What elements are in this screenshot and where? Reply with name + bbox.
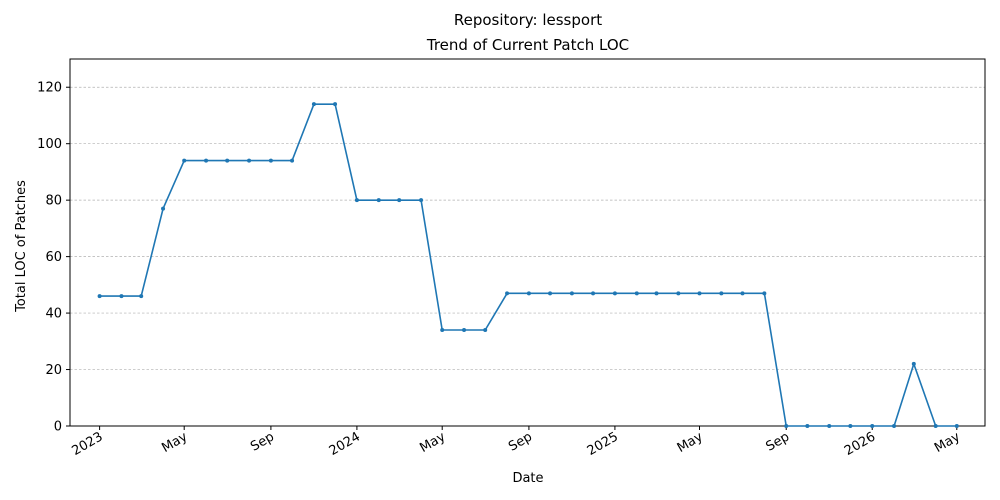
y-tick-label: 80 — [45, 194, 62, 209]
y-tick-label: 40 — [45, 307, 62, 322]
y-tick-label: 0 — [54, 420, 62, 435]
x-tick-label: May — [932, 429, 963, 456]
series-line-path — [99, 103, 957, 427]
data-point — [376, 198, 381, 203]
data-point — [848, 424, 853, 428]
data-point — [139, 294, 144, 299]
data-point — [911, 361, 916, 366]
x-tick-label: 2026 — [842, 429, 878, 459]
data-point — [161, 206, 166, 211]
data-point — [419, 198, 424, 203]
chart-subtitle: Trend of Current Patch LOC — [426, 36, 629, 54]
data-point — [612, 291, 617, 296]
data-point — [933, 424, 938, 428]
data-point — [697, 291, 702, 296]
data-point — [97, 294, 102, 299]
data-point — [182, 158, 187, 163]
data-point — [440, 328, 445, 333]
data-point — [569, 291, 574, 296]
data-point — [548, 291, 553, 296]
x-axis-label: Date — [512, 471, 543, 486]
x-tick-label: May — [675, 429, 706, 456]
x-axis-ticks: 2023 May Sep 2024 May Sep 2025 May Sep 2026 May — [69, 426, 963, 459]
plot-frame — [69, 58, 986, 427]
x-tick-label: Sep — [763, 429, 792, 454]
x-tick-label: May — [159, 429, 190, 456]
data-point — [892, 424, 897, 428]
y-tick-label: 60 — [45, 250, 62, 265]
data-point — [119, 294, 124, 299]
grid-lines — [70, 86, 985, 370]
data-point — [333, 102, 338, 107]
y-tick-label: 100 — [37, 137, 62, 152]
data-point — [827, 424, 832, 428]
data-point — [505, 291, 510, 296]
data-point — [268, 158, 273, 163]
data-point — [204, 158, 209, 163]
x-tick-label: 2025 — [585, 429, 621, 459]
data-point — [805, 424, 810, 428]
data-point — [719, 291, 724, 296]
data-point — [634, 291, 639, 296]
data-point — [740, 291, 745, 296]
chart-title: Repository: lessport — [454, 11, 602, 29]
data-point — [354, 198, 359, 203]
y-tick-label: 120 — [37, 81, 62, 96]
data-point — [870, 424, 875, 428]
series-line — [97, 102, 959, 428]
data-point — [483, 328, 488, 333]
data-point — [954, 424, 959, 428]
data-point — [591, 291, 596, 296]
data-point — [247, 158, 252, 163]
data-point — [654, 291, 659, 296]
y-axis-ticks: 0 20 40 60 80 100 120 — [37, 81, 70, 435]
data-point — [290, 158, 295, 163]
data-point — [676, 291, 681, 296]
x-tick-label: Sep — [248, 429, 277, 454]
data-point — [526, 291, 531, 296]
x-tick-label: Sep — [506, 429, 535, 454]
data-point — [762, 291, 767, 296]
data-point — [397, 198, 402, 203]
y-tick-label: 20 — [45, 363, 62, 378]
data-point — [311, 102, 316, 107]
x-tick-label: May — [417, 429, 448, 456]
data-point — [225, 158, 230, 163]
data-point — [462, 328, 467, 333]
y-axis-label: Total LOC of Patches — [14, 180, 29, 313]
data-point — [784, 424, 789, 428]
x-tick-label: 2024 — [327, 429, 363, 459]
x-tick-label: 2023 — [69, 429, 105, 459]
axes — [69, 58, 986, 427]
